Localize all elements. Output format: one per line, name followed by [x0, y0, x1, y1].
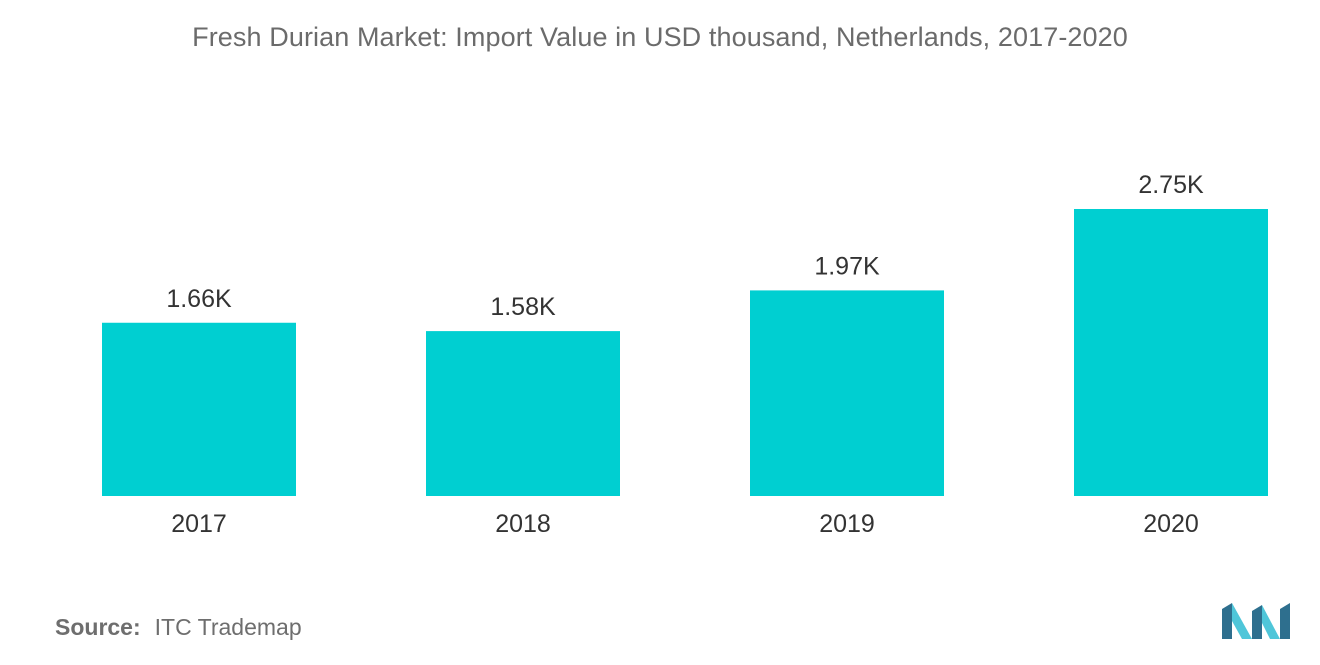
chart-title: Fresh Durian Market: Import Value in USD…: [192, 22, 1128, 52]
logo-right-diagonal: [1262, 605, 1280, 639]
source-label: Source:: [55, 614, 141, 640]
data-label-2018: 1.58K: [490, 293, 556, 321]
bar-2019: [750, 290, 944, 496]
source-value: ITC Trademap: [154, 614, 302, 640]
logo-left-diagonal: [1232, 603, 1252, 639]
bar-2017: [102, 322, 296, 496]
logo-left-stroke: [1222, 603, 1232, 639]
data-label-2019: 1.97K: [814, 252, 880, 280]
bar-chart: 1.66K 2017 1.58K 2018 1.97K 2019 2.75K 2020: [102, 171, 1268, 538]
x-tick-label-2020: 2020: [1143, 510, 1199, 538]
source-note: Source: ITC Trademap: [55, 614, 302, 641]
x-tick-label-2017: 2017: [171, 510, 227, 538]
mordor-intelligence-logo-icon: [1222, 603, 1290, 639]
logo-right-stroke: [1280, 603, 1290, 639]
logo-middle-stroke: [1252, 605, 1262, 639]
data-label-2020: 2.75K: [1138, 171, 1204, 199]
x-tick-label-2019: 2019: [819, 510, 875, 538]
bar-2020: [1074, 209, 1268, 496]
bar-2018: [426, 331, 620, 496]
x-tick-label-2018: 2018: [495, 510, 551, 538]
data-label-2017: 1.66K: [166, 285, 232, 313]
